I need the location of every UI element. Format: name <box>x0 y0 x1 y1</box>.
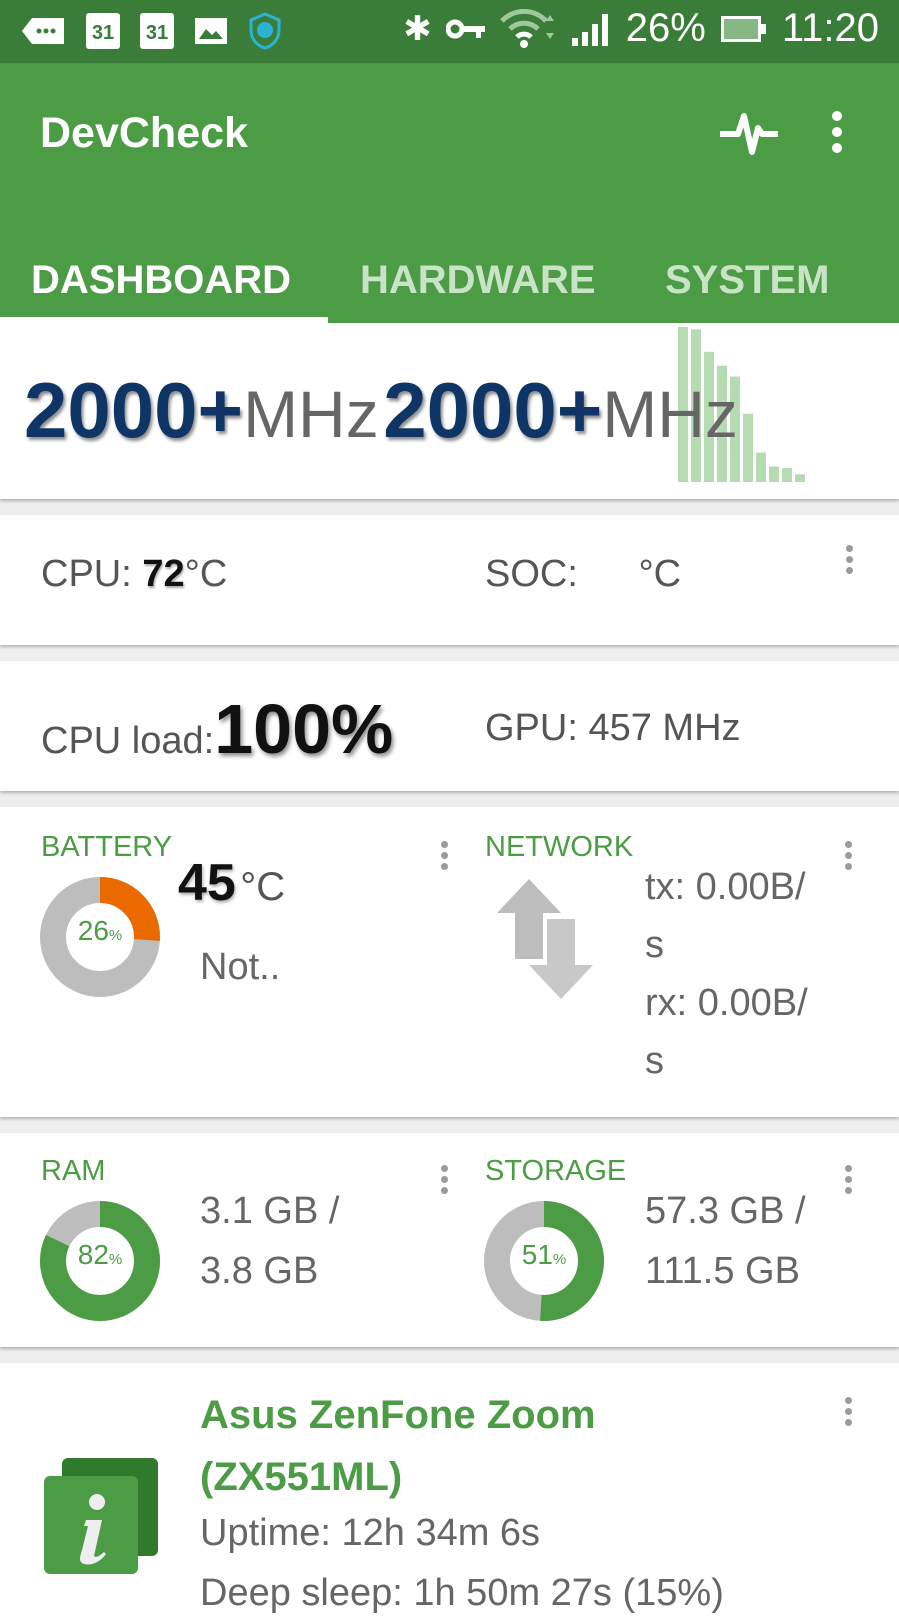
more-vert-icon[interactable] <box>844 1393 852 1430</box>
frequency-history-bar <box>769 466 779 482</box>
calendar-icon: 31 <box>140 13 174 49</box>
soc-temp-unit: °C <box>638 553 682 595</box>
percent-sign: % <box>108 1251 123 1268</box>
cpu-temp-value: 72 <box>142 553 185 595</box>
app-bar: DevCheck DASHBOARD HARDWARE SYSTEM <box>0 63 899 323</box>
rx-rate-line1: rx: 0.00B/ <box>645 982 808 1024</box>
frequency-history-bar <box>717 365 727 482</box>
vpn-key-icon <box>445 19 485 38</box>
frequency-history-bar <box>691 329 701 482</box>
ram-total: 3.8 GB <box>200 1250 319 1292</box>
calendar-icon: 31 <box>86 13 120 49</box>
soc-temp-label: SOC: <box>485 553 578 595</box>
battery-temp-unit: °C <box>240 865 286 909</box>
storage-label: STORAGE <box>485 1155 627 1187</box>
network-label: NETWORK <box>485 831 634 863</box>
cpu-temp-label: CPU: <box>41 553 132 595</box>
tab-system[interactable]: SYSTEM <box>665 258 830 302</box>
deep-sleep: Deep sleep: 1h 50m 27s (15%) <box>200 1572 724 1614</box>
device-name-line2: (ZX551ML) <box>200 1455 403 1499</box>
percent-sign: % <box>552 1251 567 1268</box>
signal-icon <box>571 13 608 46</box>
shield-m-icon <box>249 12 281 50</box>
tab-bar: DASHBOARD HARDWARE SYSTEM <box>0 238 899 323</box>
battery-icon <box>720 15 766 42</box>
battery-label: BATTERY <box>41 831 173 863</box>
temperature-card[interactable]: CPU: 72°C SOC: °C <box>0 515 899 645</box>
storage-used: 57.3 GB / <box>645 1190 806 1232</box>
more-vert-icon[interactable] <box>844 1161 852 1198</box>
ram-label: RAM <box>41 1155 106 1187</box>
battery-status: Not.. <box>200 946 281 988</box>
battery-donut <box>40 877 160 997</box>
clock: 11:20 <box>781 6 879 50</box>
frequency-history-bar <box>795 474 805 482</box>
tx-rate-line1: tx: 0.00B/ <box>645 866 806 908</box>
storage-percent-value: 51 <box>521 1239 553 1270</box>
storage-donut <box>484 1201 604 1321</box>
frequency-history-bar <box>743 413 753 482</box>
tx-rate-line2: s <box>645 924 664 966</box>
tab-hardware[interactable]: HARDWARE <box>360 258 596 302</box>
active-tab-indicator <box>0 317 328 323</box>
storage-total: 111.5 GB <box>645 1250 800 1292</box>
frequency-history-bar <box>730 376 740 482</box>
frequency-history-bar <box>704 351 714 482</box>
more-vert-icon[interactable] <box>440 1161 448 1198</box>
ram-percent-value: 82 <box>77 1239 109 1270</box>
app-title: DevCheck <box>40 109 248 157</box>
more-vert-icon[interactable] <box>845 541 853 578</box>
percent-sign: % <box>108 927 123 944</box>
more-notifications-icon <box>22 18 64 44</box>
core1-frequency-value: 2000+ <box>24 366 244 454</box>
more-vert-icon[interactable] <box>844 837 852 874</box>
rx-rate-line2: s <box>645 1040 664 1082</box>
battery-temp-value: 45 <box>178 854 236 912</box>
gpu-frequency: GPU: 457 MHz <box>485 707 741 749</box>
core1-frequency-unit: MHz <box>243 377 379 451</box>
cpu-temp-unit: °C <box>184 553 228 595</box>
frequency-history-chart <box>678 327 805 482</box>
wifi-icon <box>499 8 554 48</box>
core2-frequency-unit: MHz <box>602 377 738 451</box>
device-info-icon <box>44 1458 158 1574</box>
network-arrows-icon <box>497 879 593 999</box>
ram-used: 3.1 GB / <box>200 1190 340 1232</box>
more-vert-icon[interactable] <box>440 837 448 874</box>
image-icon <box>195 18 227 44</box>
uptime: Uptime: 12h 34m 6s <box>200 1512 541 1554</box>
frequency-history-bar <box>782 468 792 482</box>
pulse-icon[interactable] <box>718 108 780 158</box>
battery-percent-value: 26 <box>77 915 109 946</box>
more-vert-icon[interactable] <box>832 111 842 153</box>
frequency-history-bar <box>678 327 688 482</box>
load-card[interactable]: CPU load:100% GPU: 457 MHz <box>0 661 899 791</box>
battery-percent: 26% <box>625 6 706 50</box>
tab-dashboard[interactable]: DASHBOARD <box>31 258 291 302</box>
battery-network-card: BATTERY 26% 45 °C Not.. NETWORK tx: 0.00… <box>0 807 899 1117</box>
status-bar: 31 31 ✱ 26% 11:20 <box>0 0 899 63</box>
core2-frequency-value: 2000+ <box>383 366 603 454</box>
bluetooth-icon: ✱ <box>403 9 432 48</box>
ram-donut <box>40 1201 160 1321</box>
device-name-line1: Asus ZenFone Zoom <box>200 1393 596 1437</box>
cpu-load-label: CPU load: <box>41 720 215 762</box>
cpu-load-value: 100% <box>214 690 394 768</box>
device-info-card[interactable]: Asus ZenFone Zoom (ZX551ML) Uptime: 12h … <box>0 1363 899 1623</box>
memory-storage-card: RAM 82% 3.1 GB / 3.8 GB STORAGE 51% 57.3… <box>0 1133 899 1347</box>
frequency-history-bar <box>756 452 766 482</box>
cpu-frequency-card[interactable]: 2000+MHz 2000+MHz <box>0 323 899 499</box>
